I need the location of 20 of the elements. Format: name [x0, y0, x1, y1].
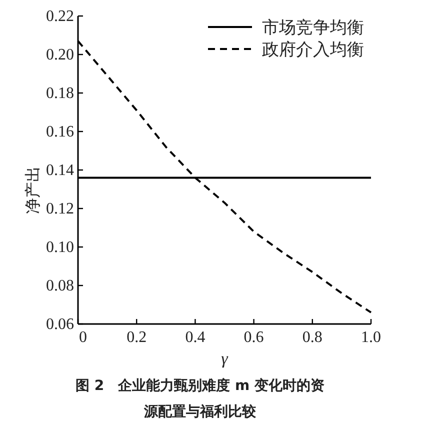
- x-tick-label: 0.4: [185, 329, 206, 346]
- y-tick-label: 0.22: [46, 8, 74, 25]
- y-axis-title: 净产出: [24, 166, 42, 214]
- legend-label: 政府介入均衡: [262, 40, 364, 59]
- y-tick-label: 0.18: [46, 85, 74, 102]
- x-tick-label: 0.8: [302, 329, 322, 346]
- y-tick-label: 0.06: [46, 316, 74, 333]
- legend-label: 市场竞争均衡: [262, 18, 364, 37]
- x-tick-label: 0.2: [126, 329, 147, 346]
- x-tick-label: 1.0: [361, 329, 381, 346]
- text: 图 2 企业能力甄别难度 m 变化时的资源配置与福利比较: [76, 377, 324, 420]
- y-tick-label: 0.10: [46, 239, 74, 256]
- x-tick-label: 0: [79, 329, 87, 346]
- y-tick-label: 0.08: [46, 278, 74, 294]
- x-axis-title: γ: [221, 349, 230, 368]
- x-tick-label: 0.6: [244, 329, 264, 346]
- y-tick-label: 0.20: [46, 46, 74, 64]
- y-tick-label: 0.14: [46, 162, 74, 179]
- y-tick-label: 0.12: [46, 200, 74, 218]
- y-tick-label: 0.16: [46, 124, 74, 140]
